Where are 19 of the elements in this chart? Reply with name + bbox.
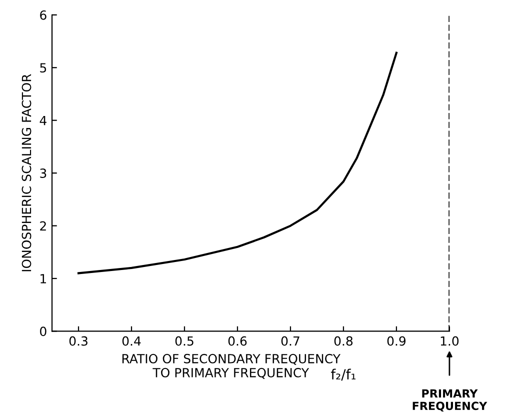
y-tick-label: 6 (40, 10, 46, 20)
x-tick-label: 0.3 (69, 336, 88, 346)
x-tick-label: 1.0 (440, 336, 459, 346)
x-tick-label: 0.8 (334, 336, 353, 346)
y-tick-label: 0 (40, 326, 46, 336)
y-axis-title: IONOSPHERIC SCALING FACTOR (22, 74, 32, 272)
y-tick-label: 2 (40, 221, 46, 231)
x-tick-label: 0.6 (228, 336, 247, 346)
y-tick-label: 5 (40, 63, 46, 73)
line-series (77, 52, 398, 274)
x-tick-label: 0.7 (281, 336, 300, 346)
x-tick-label: 0.9 (387, 336, 406, 346)
y-tick-label: 4 (40, 116, 46, 126)
y-tick-label: 3 (40, 168, 46, 178)
x-tick-label: 0.4 (122, 336, 141, 346)
x-tick-label: 0.5 (175, 336, 194, 346)
y-tick-label: 1 (40, 274, 46, 284)
text: f₂/f₁ (330, 368, 356, 381)
ref-line-label: PRIMARY FREQUENCY (412, 389, 488, 412)
